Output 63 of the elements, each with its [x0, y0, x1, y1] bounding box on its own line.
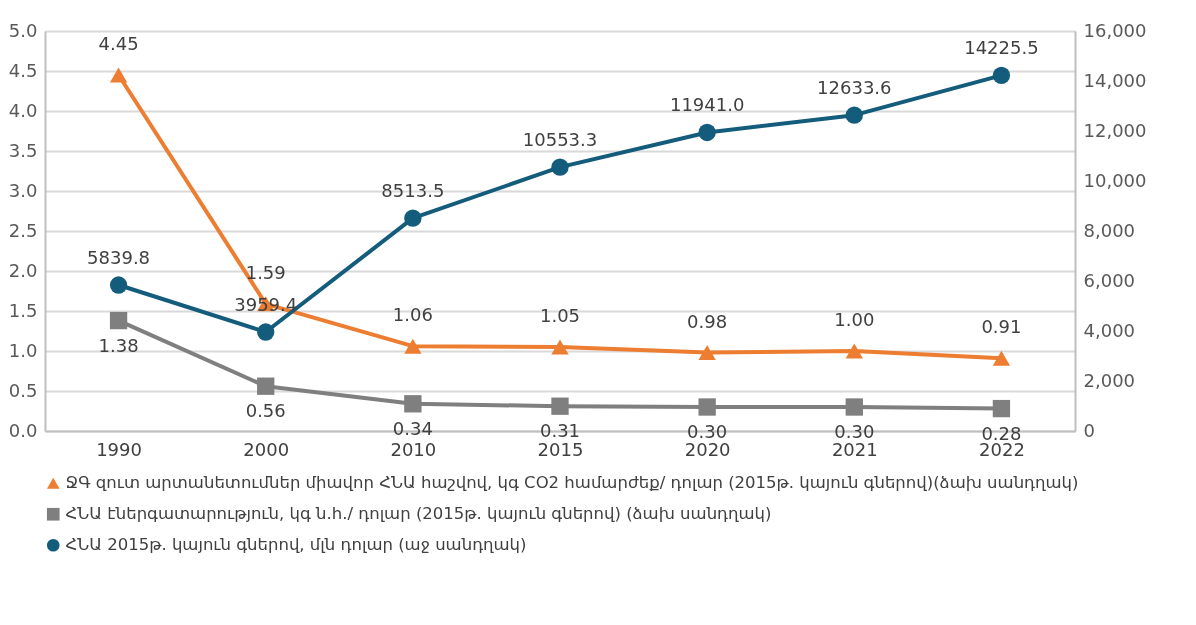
point	[257, 377, 275, 395]
data-label: 14225.5	[964, 37, 1039, 59]
y-tick-label: 3.0	[8, 179, 38, 201]
y-tick-label: 5.0	[8, 19, 38, 41]
y-tick-label: 2.5	[8, 219, 38, 241]
point	[404, 395, 422, 413]
y-tick-label: 2.0	[8, 259, 38, 281]
data-label: 5839.8	[87, 247, 151, 269]
data-label: 11941.0	[669, 94, 745, 116]
data-label: 1.59	[245, 261, 286, 283]
point	[551, 397, 569, 415]
y2-tick-label: 8,000	[1083, 219, 1136, 241]
x-tick-label: 2010	[390, 438, 437, 460]
point	[698, 345, 716, 361]
point	[698, 398, 716, 416]
data-label: 0.91	[981, 316, 1022, 338]
y-tick-label: 4.0	[8, 99, 38, 121]
point	[257, 323, 275, 341]
point	[992, 399, 1011, 418]
point	[551, 339, 569, 355]
data-label: 1.38	[98, 334, 139, 356]
y2-tick-label: 4,000	[1083, 319, 1136, 341]
point	[698, 123, 716, 142]
x-tick-label: 1990	[96, 438, 142, 460]
point	[845, 106, 863, 124]
data-label: 8513.5	[381, 180, 445, 202]
data-label: 0.34	[392, 417, 433, 439]
y-tick-label: 0.5	[8, 379, 38, 401]
data-label: 0.56	[245, 400, 286, 422]
point	[109, 67, 128, 83]
data-label: 1.00	[834, 309, 875, 330]
point	[992, 350, 1011, 366]
y-tick-label: 3.5	[8, 139, 38, 161]
data-label: 0.98	[687, 310, 728, 332]
y2-tick-label: 10,000	[1083, 169, 1147, 191]
point	[109, 276, 128, 294]
point	[404, 209, 422, 227]
y-tick-label: 0.0	[8, 419, 38, 441]
x-tick-label: 2000	[243, 438, 290, 460]
point	[845, 343, 863, 359]
data-label: 10553.3	[522, 129, 598, 151]
point	[404, 338, 422, 354]
legend-label: ՀՆԱ 2015թ. կայուն գներով, մլն դոլար (աջ սանդղակ)	[65, 535, 527, 555]
data-label: 12633.6	[817, 77, 892, 99]
y2-tick-label: 14,000	[1083, 69, 1147, 91]
y-tick-label: 4.5	[8, 59, 38, 81]
point	[845, 398, 863, 416]
y-tick-label: 1.5	[8, 299, 38, 321]
point	[992, 66, 1011, 85]
y2-tick-label: 0	[1083, 419, 1095, 441]
y-tick-label: 1.0	[8, 339, 38, 361]
data-label: 4.45	[98, 33, 139, 54]
legend-label: ՋԳ զուտ արտանետումներ միավոր ՀՆԱ հաշվով, կգ CO2 համարժեք/ դոլար (2015թ. կայուն գներով)(ձախ սանդղակ)	[65, 473, 1079, 493]
data-label: 1.05	[539, 305, 581, 326]
point	[551, 158, 569, 176]
point	[109, 311, 128, 330]
legend-label: ՀՆԱ էներգատարություն, կգ ն.հ./ դոլար (2015թ. կայուն գներով) (ձախ սանդղակ)	[65, 504, 772, 524]
data-label: 1.06	[392, 304, 433, 326]
y2-tick-label: 16,000	[1083, 19, 1147, 41]
y2-tick-label: 12,000	[1083, 119, 1147, 141]
y2-tick-label: 2,000	[1083, 369, 1136, 391]
y2-tick-label: 6,000	[1083, 269, 1136, 291]
data-label: 0.28	[981, 422, 1022, 444]
